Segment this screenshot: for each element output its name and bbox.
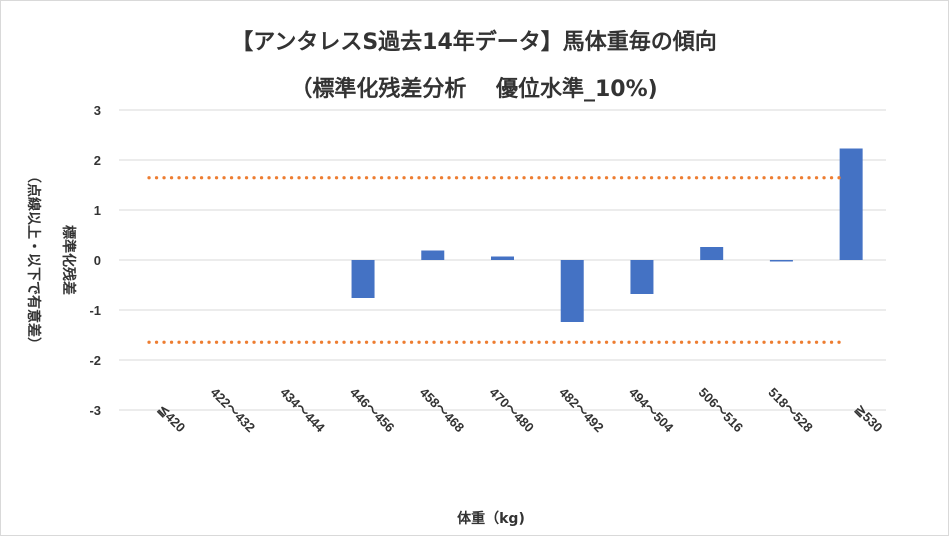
y-axis-label-line-1: 標準化残差 [60,225,77,295]
y-axis-label-line-2: （点線以上・以下で有意差） [25,169,42,351]
y-tick-label: -1 [89,303,101,318]
bar [421,250,445,260]
chart-title: 【アンタレスS過去14年データ】馬体重毎の傾向 [231,29,717,55]
x-tick-label: ≧530 [852,401,886,435]
y-axis-label: 標準化残差 （点線以上・以下で有意差） [25,169,77,351]
y-tick-label: 0 [94,253,101,268]
bar [700,247,724,260]
y-tick-label: 2 [94,153,101,168]
bar [491,256,514,260]
y-tick-label: -2 [89,353,101,368]
x-axis-label: 体重（kg) [457,510,525,527]
y-tick-label: 3 [94,103,101,118]
y-tick-label: 1 [94,203,101,218]
y-tick-label: -3 [89,403,101,418]
bars [351,148,863,322]
gridlines [119,109,886,411]
bar [839,148,863,260]
bar [560,260,584,322]
bar [769,260,793,262]
y-axis-ticks: 3 2 1 0 -1 -2 -3 [89,103,101,418]
chart-subtitle: （標準化残差分析 優位水準_10%) [290,76,657,102]
x-tick-label: ≦420 [155,401,189,435]
bar [351,260,375,298]
bar [630,260,654,294]
